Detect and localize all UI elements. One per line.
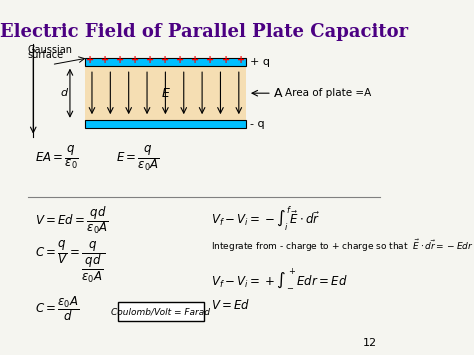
- Text: +: +: [131, 55, 139, 65]
- Bar: [85, 58, 246, 66]
- Text: +: +: [221, 55, 230, 65]
- Text: +: +: [191, 55, 200, 65]
- Text: +: +: [146, 55, 155, 65]
- Text: $C = \dfrac{\varepsilon_0 A}{d}$: $C = \dfrac{\varepsilon_0 A}{d}$: [35, 295, 80, 323]
- Text: +: +: [101, 55, 109, 65]
- Text: d: d: [61, 88, 68, 98]
- Text: +: +: [237, 55, 245, 65]
- Bar: [118, 302, 204, 321]
- Text: Area of plate =A: Area of plate =A: [285, 88, 371, 98]
- Text: - q: - q: [250, 119, 264, 129]
- Text: $V = Ed = \dfrac{qd}{\varepsilon_0 A}$: $V = Ed = \dfrac{qd}{\varepsilon_0 A}$: [35, 204, 109, 236]
- Text: +: +: [116, 55, 124, 65]
- Text: 12: 12: [362, 338, 376, 348]
- Text: $EA = \dfrac{q}{\varepsilon_0}$: $EA = \dfrac{q}{\varepsilon_0}$: [35, 144, 79, 170]
- Text: E: E: [162, 87, 169, 100]
- Bar: [85, 66, 246, 121]
- Text: $V_f - V_i = -\int_i^f \vec{E} \cdot d\vec{r}$: $V_f - V_i = -\int_i^f \vec{E} \cdot d\v…: [211, 204, 320, 232]
- Bar: [85, 120, 246, 128]
- Text: Gaussian: Gaussian: [28, 45, 73, 55]
- Text: +: +: [86, 55, 94, 65]
- Text: +: +: [161, 55, 170, 65]
- Text: Electric Field of Parallel Plate Capacitor: Electric Field of Parallel Plate Capacit…: [0, 23, 408, 41]
- Text: $E = \dfrac{q}{\varepsilon_0 A}$: $E = \dfrac{q}{\varepsilon_0 A}$: [116, 144, 160, 173]
- Text: + q: + q: [250, 57, 270, 67]
- Text: surface: surface: [28, 50, 64, 60]
- Text: $C = \dfrac{q}{V} = \dfrac{q}{\dfrac{qd}{\varepsilon_0 A}}$: $C = \dfrac{q}{V} = \dfrac{q}{\dfrac{qd}…: [35, 240, 105, 285]
- Text: A: A: [273, 87, 282, 100]
- Text: $V_f - V_i = +\int_-^+ Edr = Ed$: $V_f - V_i = +\int_-^+ Edr = Ed$: [211, 268, 348, 291]
- Text: Integrate from - charge to + charge so that  $\vec{E} \cdot d\vec{r} = -Edr$: Integrate from - charge to + charge so t…: [211, 238, 474, 254]
- Text: +: +: [176, 55, 184, 65]
- Text: Coulomb/Volt = Farad: Coulomb/Volt = Farad: [111, 307, 210, 316]
- Text: $V = Ed$: $V = Ed$: [211, 298, 251, 312]
- Text: +: +: [207, 55, 215, 65]
